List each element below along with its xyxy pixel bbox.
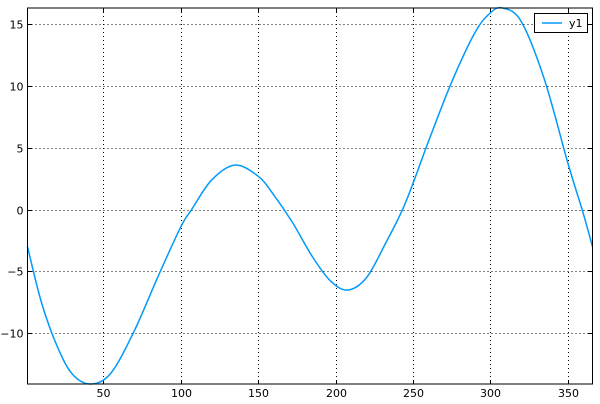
x-tick-label: 100 [171, 387, 192, 400]
y-tick-label: 15 [10, 19, 24, 32]
series-line-y1 [26, 6, 594, 385]
plot-frame [27, 7, 593, 385]
x-tick-label: 250 [403, 387, 424, 400]
x-tick-label: 150 [248, 387, 269, 400]
y-tick-label: 0 [17, 205, 24, 218]
y-tick-label: 5 [17, 143, 24, 156]
x-tick-label: 50 [97, 387, 111, 400]
y-tick-label: −5 [7, 266, 23, 279]
x-axis: 50 100 150 200 250 300 350 [97, 8, 579, 400]
y-tick-label: 10 [10, 81, 24, 94]
y-axis: −10 −5 0 5 10 15 [0, 19, 593, 341]
x-tick-label: 350 [558, 387, 579, 400]
legend: y1 [534, 13, 588, 33]
grid [27, 8, 593, 384]
legend-label-y1: y1 [569, 17, 583, 30]
x-tick-label: 300 [480, 387, 501, 400]
x-tick-label: 200 [326, 387, 347, 400]
y-tick-label: −10 [0, 328, 23, 341]
